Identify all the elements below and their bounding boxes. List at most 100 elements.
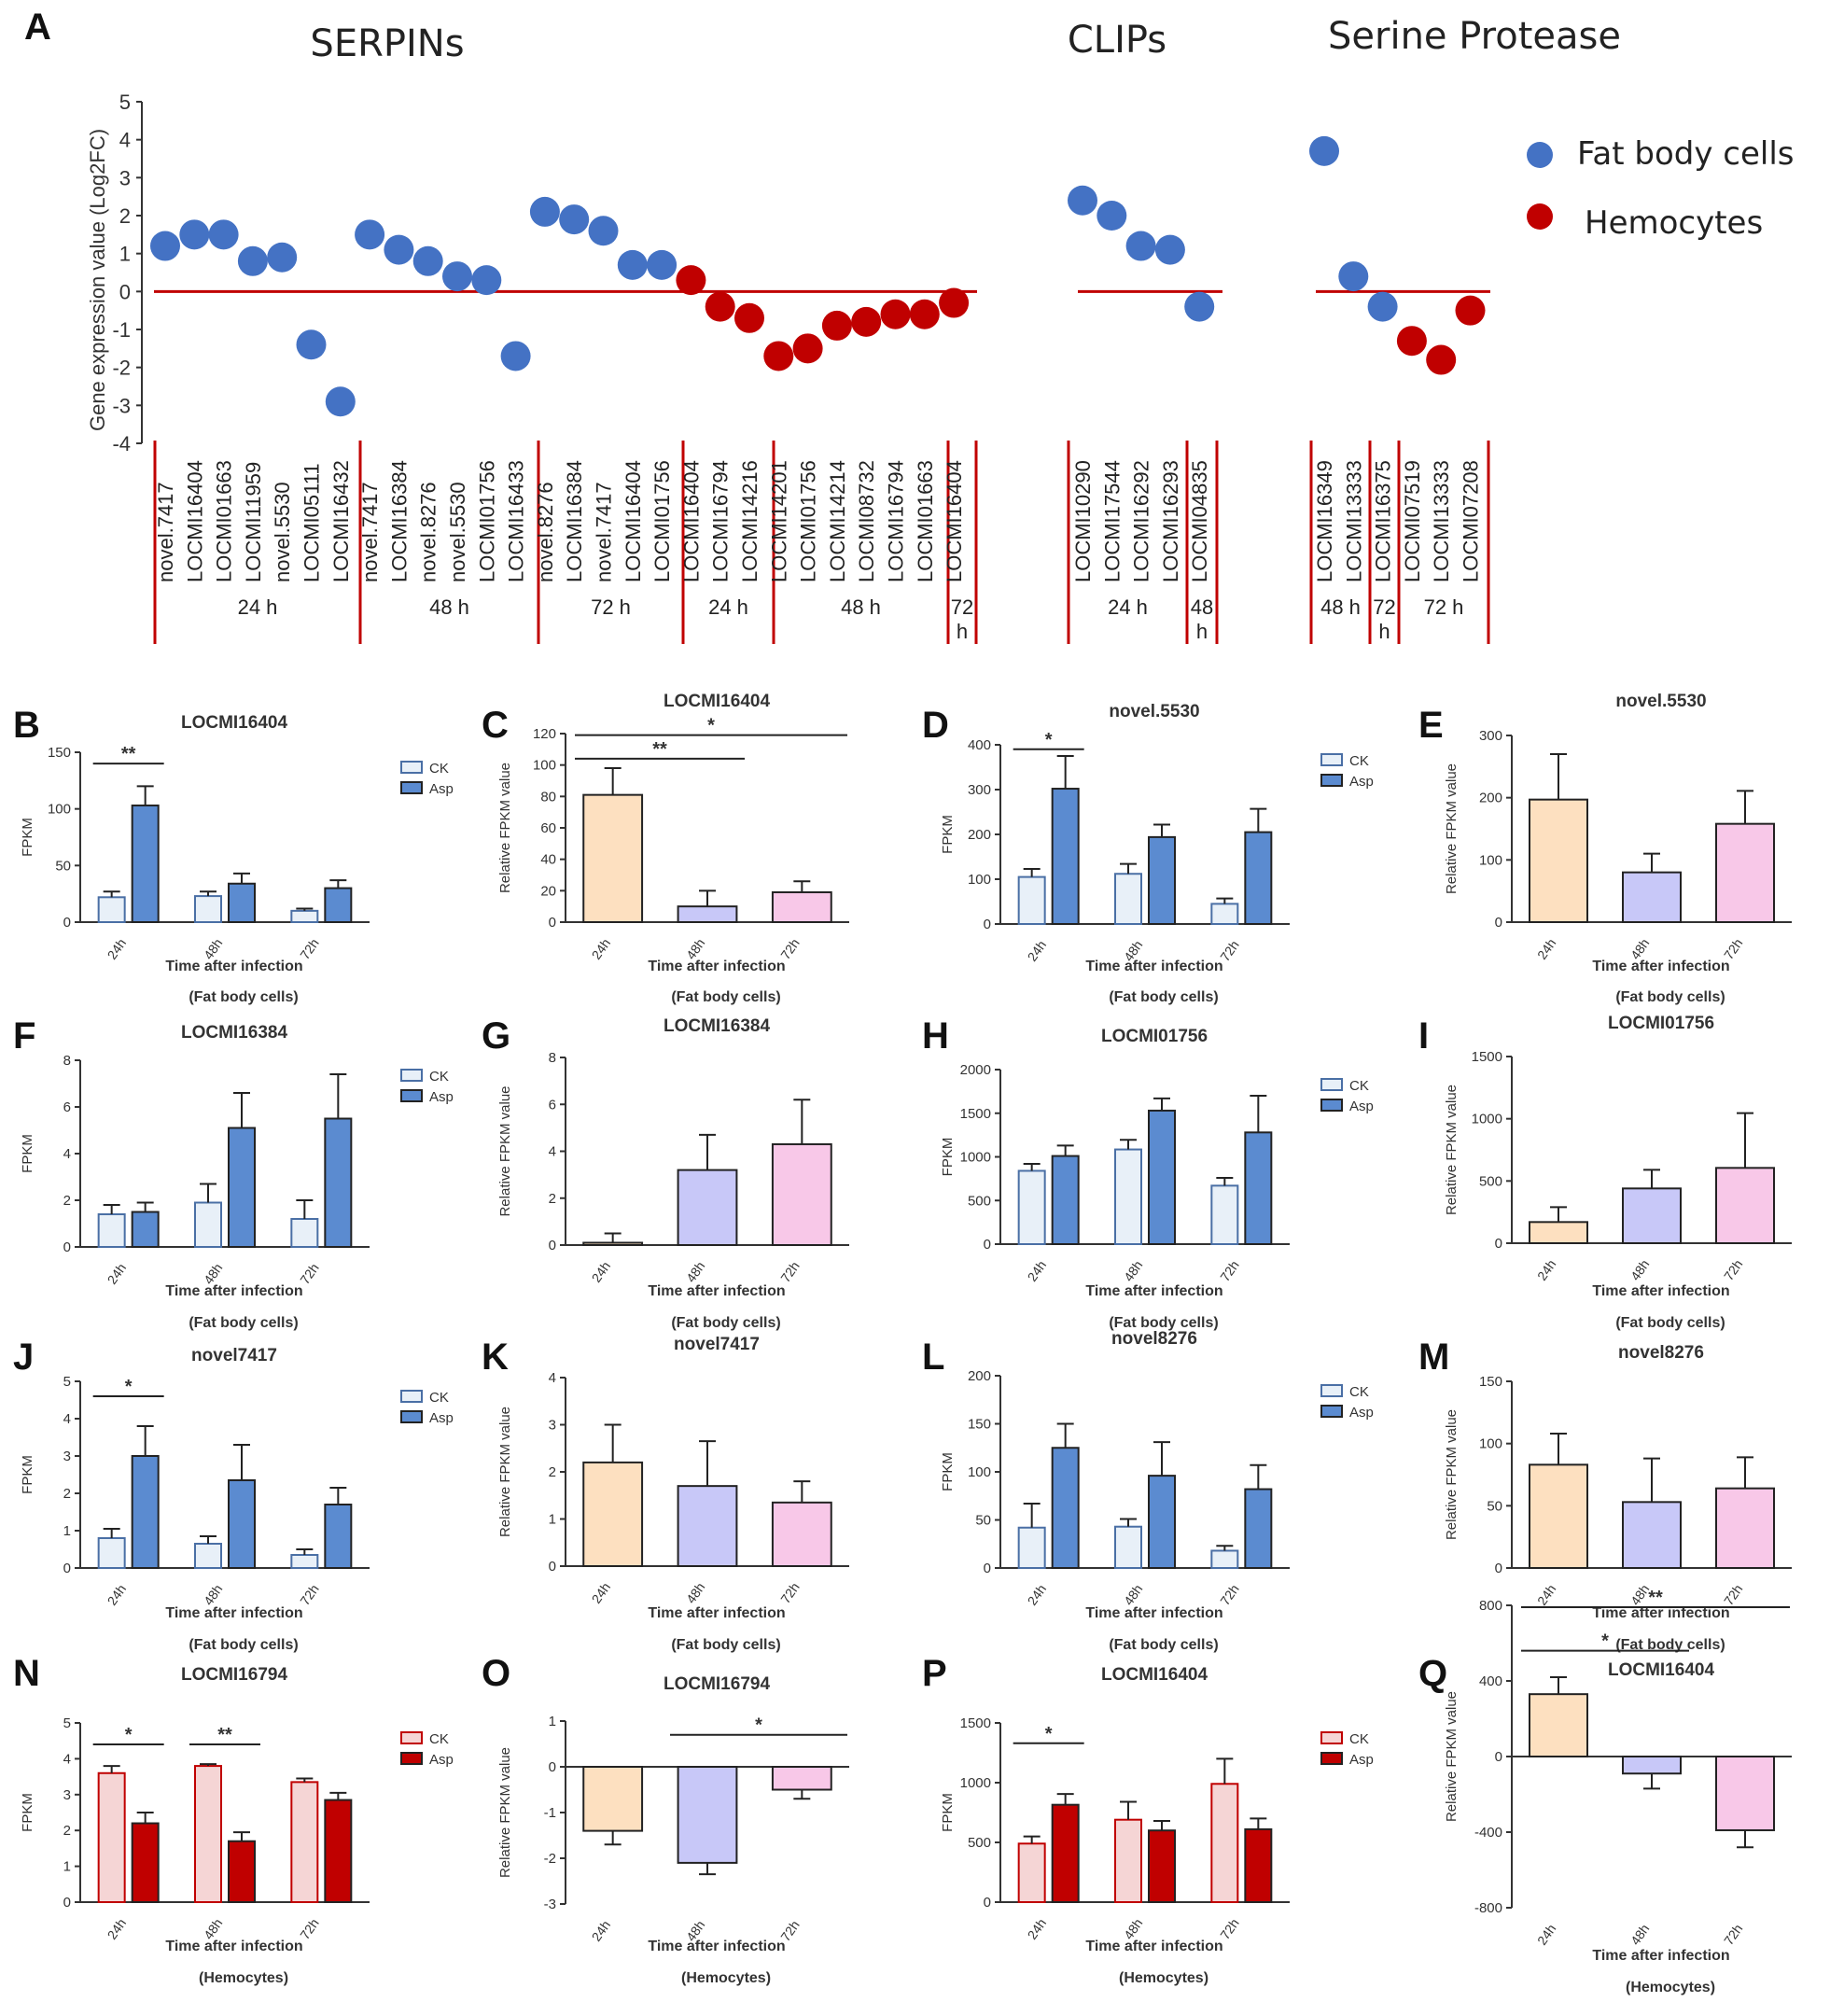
gene-label: LOCMI14214	[826, 460, 849, 582]
ytick-label: 0	[63, 1561, 71, 1576]
ytick-label: 1000	[960, 1775, 991, 1791]
category-label: 72h	[297, 1582, 322, 1608]
ytick-label: 0	[63, 915, 71, 931]
panel-title: LOCMI16384	[664, 1016, 770, 1036]
gene-dot	[384, 234, 414, 265]
category-label: 72h	[1217, 1258, 1242, 1284]
gene-dot	[617, 249, 648, 280]
gene-label: LOCMI16794	[885, 460, 908, 582]
ytick-label: 0	[549, 1559, 556, 1575]
ytick-label: 3	[549, 1418, 556, 1434]
legend-ck-swatch	[1320, 1731, 1343, 1744]
category-label: 24h	[1025, 1582, 1050, 1608]
x-axis-title: Time after infection	[648, 1605, 785, 1621]
panel-c: C LOCMI16404 0 20 40 60 80 100 120 Relative FPKM …	[482, 692, 849, 1005]
ytick-label: 4	[549, 1370, 556, 1386]
ytick-label: 0	[984, 917, 991, 932]
panel-a-ytick-label: 1	[119, 243, 131, 266]
significance-mark: **	[652, 739, 667, 760]
cell-caption: (Hemocytes)	[199, 1970, 288, 1986]
gene-label: LOCMI01756	[475, 460, 498, 582]
bar-asp	[1244, 1827, 1273, 1904]
x-axis-title: Time after infection	[165, 1283, 302, 1299]
category-label: 24h	[1534, 936, 1559, 962]
ytick-label: 2	[549, 1191, 556, 1207]
panel-label: G	[482, 1015, 510, 1057]
category-label: 48h	[1121, 1582, 1146, 1608]
legend-asp-label: Asp	[1349, 1405, 1374, 1421]
panel-title: LOCMI16384	[181, 1023, 287, 1043]
bar-relative	[1529, 1693, 1588, 1758]
category-label: 24h	[1534, 1582, 1559, 1608]
category-label: 72h	[1721, 1257, 1746, 1283]
gene-dot	[792, 333, 823, 364]
gene-dot	[880, 299, 911, 329]
bar-relative	[582, 1766, 644, 1832]
gene-label: novel.7417	[358, 482, 382, 582]
gene-label: novel.5530	[271, 482, 294, 582]
panel-title: novel.5530	[1615, 692, 1706, 711]
x-axis-title: Time after infection	[165, 1605, 302, 1621]
bar-asp	[228, 1127, 256, 1248]
gene-dot	[588, 216, 619, 246]
ytick-label: -3	[544, 1897, 556, 1912]
panel-a-ytick-label: -1	[112, 318, 131, 342]
legend-asp-label: Asp	[1349, 774, 1374, 790]
bar-ck	[194, 1201, 222, 1248]
ytick-label: 4	[63, 1751, 71, 1767]
gene-label: LOCMI16404	[679, 460, 703, 582]
ytick-label: 80	[540, 789, 556, 805]
bar-asp	[131, 1822, 160, 1904]
gene-dot	[851, 306, 882, 337]
ytick-label: 2000	[960, 1062, 991, 1078]
time-group-label: 48	[1191, 595, 1213, 619]
ytick-label: 2	[63, 1823, 71, 1839]
ytick-label: 150	[968, 1417, 991, 1433]
panel-title: LOCMI16404	[1608, 1660, 1714, 1680]
panel-o: O LOCMI16794 -3 -2 -1 0 1 Relative FPKM value 24…	[482, 1653, 849, 1986]
gene-label: novel.8276	[534, 482, 557, 582]
ytick-label: 2	[549, 1464, 556, 1480]
legend-hemo-label: Hemocytes	[1585, 204, 1763, 242]
cell-caption: (Fat body cells)	[671, 1315, 780, 1331]
bar-ck	[290, 1781, 319, 1903]
ytick-label: -800	[1474, 1900, 1502, 1916]
legend-hemo-marker	[1527, 203, 1553, 230]
gene-label: LOCMI11959	[242, 462, 265, 582]
cell-caption: (Fat body cells)	[1615, 1637, 1725, 1653]
legend-asp-swatch	[400, 1752, 423, 1765]
panel-label: F	[13, 1015, 35, 1057]
bar-asp	[1051, 788, 1080, 925]
legend-asp-swatch	[400, 1410, 423, 1423]
significance-mark: **	[121, 744, 136, 764]
bar-asp	[228, 1479, 256, 1569]
ytick-label: 50	[1487, 1498, 1502, 1514]
panel-label: C	[482, 705, 509, 746]
gene-label: LOCMI16433	[505, 460, 528, 582]
ytick-label: 1500	[960, 1715, 991, 1731]
gene-dot	[412, 245, 443, 276]
cell-caption: (Fat body cells)	[189, 1637, 298, 1653]
gene-label: LOCMI14216	[738, 460, 761, 582]
ytick-label: 0	[1495, 1236, 1502, 1252]
ytick-label: 100	[968, 1464, 991, 1480]
panel-a-ytick-label: -3	[112, 394, 131, 417]
gene-dot	[150, 231, 180, 261]
legend-asp-label: Asp	[429, 1410, 454, 1426]
x-axis-title: Time after infection	[1592, 1948, 1729, 1964]
gene-label: LOCMI01756	[797, 460, 820, 582]
ytick-label: 6	[63, 1099, 71, 1115]
ytick-label: 50	[55, 858, 71, 874]
ytick-label: 4	[63, 1411, 71, 1427]
legend-asp-swatch	[1320, 1405, 1343, 1418]
significance-mark: *	[1045, 1724, 1053, 1744]
time-group-label: 48 h	[1320, 595, 1361, 619]
bar-relative	[1715, 1487, 1775, 1569]
bar-ck	[1210, 903, 1239, 926]
gene-label: LOCMI16404	[943, 460, 966, 582]
ytick-label: 2	[63, 1486, 71, 1502]
